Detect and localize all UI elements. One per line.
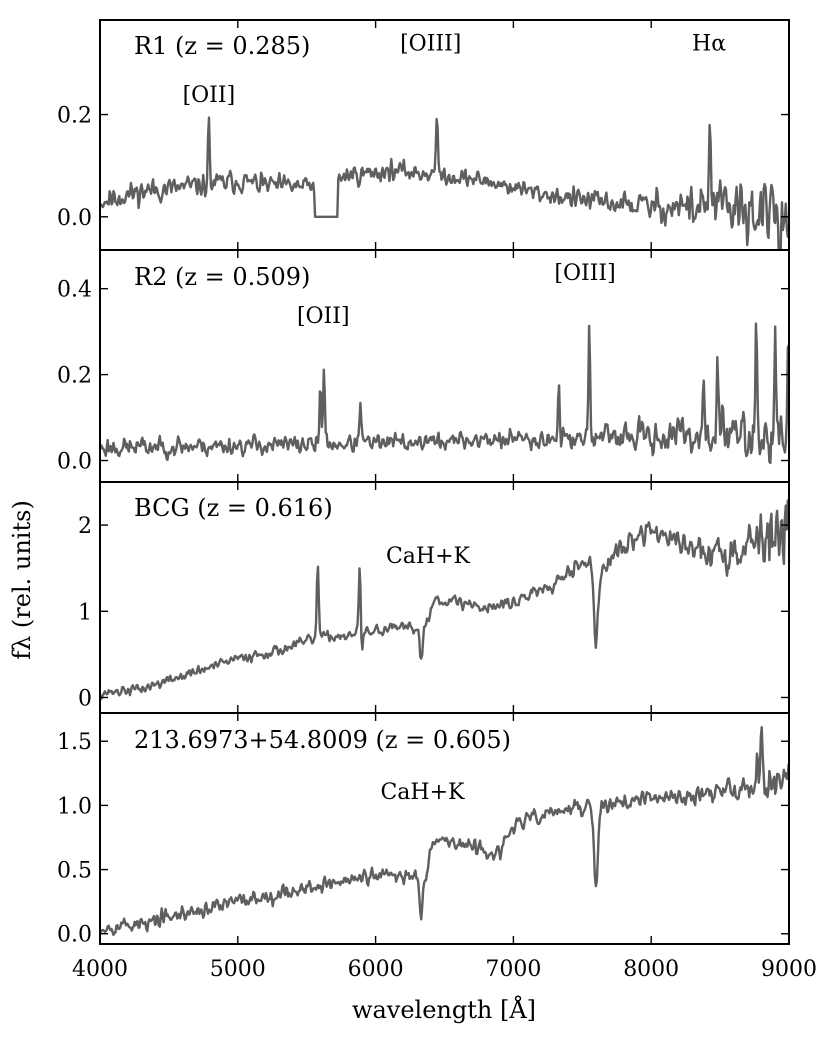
annotation-oii-r2: [OII] [297,304,350,329]
x-tick-label: 4000 [72,957,128,982]
panel-bcg: 0 1 2 BCG (z = 0.616) CaH+K [78,481,790,714]
x-tick-label: 6000 [348,957,404,982]
y-tick-label-213: 0.5 [57,859,92,884]
spectrum-line-bcg [100,499,789,700]
panel-label-bcg: BCG (z = 0.616) [134,494,333,522]
annotation-oiii-r2: [OIII] [554,261,615,286]
spectrum-path-r2 [100,322,789,465]
x-tick-label: 8000 [623,957,679,982]
y-tick-label-213: 1.5 [57,730,92,755]
y-tick-label-r2: 0.4 [57,278,92,303]
y-tick-label-bcg: 2 [78,514,92,539]
annotation-oii-r1: [OII] [183,83,236,108]
y-axis-title: fλ (rel. units) [8,500,36,660]
x-axis-title: wavelength [Å] [352,995,536,1024]
y-tick-label-213: 1.0 [57,794,92,819]
y-tick-label-213: 0.0 [57,923,92,948]
x-tick-label: 5000 [210,957,266,982]
y-tick-label-r2: 0.0 [57,450,92,475]
spectrum-path-bcg [100,499,789,700]
spectrum-line-r2 [100,322,789,465]
panel-213: 0.0 0.5 1.0 1.5 4000 5000 6000 7000 8000 9000 213… [57,712,817,982]
x-tick-label: 9000 [761,957,817,982]
spectrum-line-r1 [100,116,789,250]
spectrum-path-r1 [100,116,789,250]
y-tick-label-r1: 0.2 [57,104,92,129]
ticks-213: 0.0 0.5 1.0 1.5 4000 5000 6000 7000 8000 9000 [57,713,817,982]
ticks-r2: 0.0 0.2 0.4 [57,250,790,482]
panel-label-r2: R2 (z = 0.509) [134,263,310,291]
ticks-bcg: 0 1 2 [78,482,790,713]
y-tick-label-r1: 0.0 [57,206,92,231]
y-tick-label-r2: 0.2 [57,364,92,389]
annotation-cahk-213: CaH+K [380,780,465,805]
panel-label-213: 213.6973+54.8009 (z = 0.605) [134,726,511,754]
x-tick-label: 7000 [485,957,541,982]
panel-label-r1: R1 (z = 0.285) [134,32,310,60]
panel-r2: 0.0 0.2 0.4 R2 (z = 0.509) [OII] [OIII] [57,249,790,483]
y-tick-label-bcg: 0 [78,686,92,711]
annotation-oiii-r1: [OIII] [400,32,461,57]
annotation-halpha-r1: Hα [692,32,726,57]
axes-frame-213 [99,712,790,945]
spectrum-path-213 [100,726,789,937]
spectrum-line-213 [100,726,789,937]
annotation-cahk-bcg: CaH+K [386,544,471,569]
ticks-r1: 0.0 0.2 [57,20,790,250]
y-tick-label-bcg: 1 [78,600,92,625]
